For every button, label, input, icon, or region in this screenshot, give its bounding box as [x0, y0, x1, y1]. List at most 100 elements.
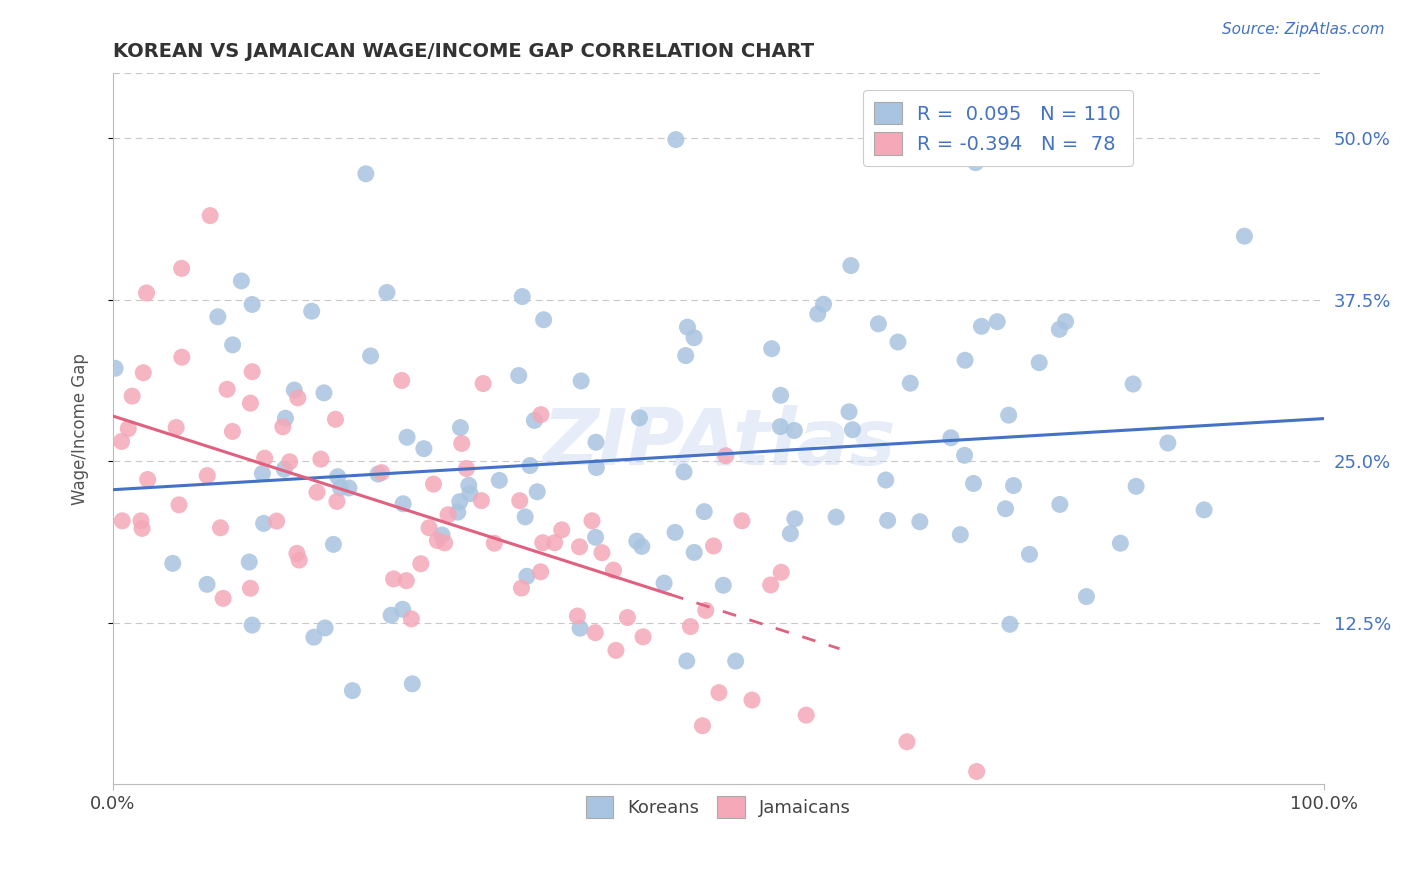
Point — [1028, 356, 1050, 370]
Point — [896, 735, 918, 749]
Point — [526, 484, 548, 499]
Point — [360, 349, 382, 363]
Point — [714, 449, 737, 463]
Point — [676, 320, 699, 334]
Point — [195, 577, 218, 591]
Point — [135, 285, 157, 300]
Point — [401, 612, 423, 626]
Point — [695, 603, 717, 617]
Point — [278, 455, 301, 469]
Point — [240, 618, 263, 632]
Point — [1233, 229, 1256, 244]
Point — [703, 539, 725, 553]
Point — [794, 708, 817, 723]
Point — [953, 448, 976, 462]
Point — [326, 494, 349, 508]
Point — [631, 630, 654, 644]
Point — [839, 259, 862, 273]
Point — [949, 527, 972, 541]
Point — [591, 546, 613, 560]
Point — [543, 535, 565, 549]
Point — [741, 693, 763, 707]
Point — [430, 528, 453, 542]
Point — [523, 413, 546, 427]
Point — [212, 591, 235, 606]
Point — [484, 536, 506, 550]
Point — [779, 526, 801, 541]
Point — [239, 582, 262, 596]
Point — [510, 581, 533, 595]
Point — [391, 602, 413, 616]
Point — [692, 719, 714, 733]
Point — [271, 419, 294, 434]
Point — [1122, 376, 1144, 391]
Point — [675, 654, 697, 668]
Point — [104, 361, 127, 376]
Point — [1054, 315, 1077, 329]
Point — [117, 421, 139, 435]
Point — [626, 534, 648, 549]
Point — [165, 420, 187, 434]
Point — [569, 374, 592, 388]
Point — [724, 654, 747, 668]
Point — [769, 388, 792, 402]
Point — [516, 569, 538, 583]
Point — [449, 420, 471, 434]
Point — [876, 513, 898, 527]
Point — [965, 155, 987, 169]
Point — [664, 525, 686, 540]
Point — [898, 376, 921, 391]
Point — [841, 423, 863, 437]
Point — [382, 572, 405, 586]
Point — [433, 536, 456, 550]
Point — [675, 349, 697, 363]
Point — [412, 442, 434, 456]
Point — [207, 310, 229, 324]
Point — [422, 477, 444, 491]
Text: ZIPAtlas: ZIPAtlas — [541, 405, 896, 481]
Point — [111, 514, 134, 528]
Point — [253, 451, 276, 466]
Point — [253, 516, 276, 531]
Point — [1192, 503, 1215, 517]
Point — [488, 473, 510, 487]
Point — [472, 376, 495, 391]
Y-axis label: Wage/Income Gap: Wage/Income Gap — [72, 353, 89, 505]
Point — [329, 481, 352, 495]
Point — [470, 493, 492, 508]
Point — [939, 431, 962, 445]
Point — [769, 419, 792, 434]
Point — [252, 467, 274, 481]
Point — [136, 473, 159, 487]
Point — [508, 368, 530, 383]
Point — [986, 315, 1008, 329]
Point — [605, 643, 627, 657]
Point — [457, 478, 479, 492]
Point — [239, 396, 262, 410]
Point — [583, 625, 606, 640]
Point — [966, 764, 988, 779]
Point — [628, 410, 651, 425]
Point — [380, 608, 402, 623]
Point — [240, 365, 263, 379]
Point — [221, 425, 243, 439]
Point — [693, 505, 716, 519]
Point — [813, 297, 835, 311]
Point — [770, 566, 793, 580]
Point — [170, 261, 193, 276]
Point — [616, 610, 638, 624]
Point — [221, 338, 243, 352]
Point — [447, 505, 470, 519]
Point — [962, 476, 984, 491]
Point — [1002, 478, 1025, 492]
Point — [825, 510, 848, 524]
Point — [683, 545, 706, 559]
Point — [395, 574, 418, 588]
Point — [875, 473, 897, 487]
Point — [707, 686, 730, 700]
Point — [326, 469, 349, 483]
Point — [953, 353, 976, 368]
Point — [309, 452, 332, 467]
Point — [231, 274, 253, 288]
Point — [567, 609, 589, 624]
